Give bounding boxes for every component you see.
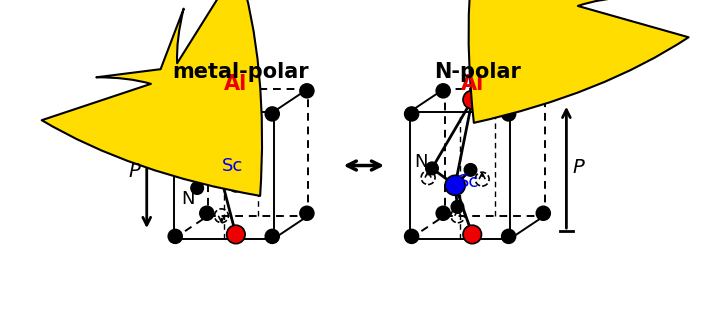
Text: P: P bbox=[573, 158, 584, 177]
Circle shape bbox=[226, 91, 245, 109]
Circle shape bbox=[300, 84, 314, 98]
Text: N: N bbox=[415, 153, 428, 171]
Circle shape bbox=[226, 225, 245, 244]
Circle shape bbox=[300, 206, 314, 220]
Circle shape bbox=[215, 140, 227, 152]
Text: Al: Al bbox=[461, 74, 484, 94]
Circle shape bbox=[445, 175, 465, 195]
Circle shape bbox=[502, 107, 515, 121]
Circle shape bbox=[436, 206, 450, 220]
Circle shape bbox=[209, 159, 229, 179]
Text: Al: Al bbox=[224, 74, 248, 94]
Circle shape bbox=[426, 162, 438, 175]
Circle shape bbox=[200, 206, 214, 220]
Circle shape bbox=[168, 107, 182, 121]
Circle shape bbox=[229, 180, 242, 192]
Circle shape bbox=[536, 84, 550, 98]
Circle shape bbox=[436, 84, 450, 98]
Circle shape bbox=[536, 206, 550, 220]
Circle shape bbox=[463, 91, 481, 109]
Circle shape bbox=[266, 107, 279, 121]
Circle shape bbox=[502, 230, 515, 243]
Circle shape bbox=[191, 182, 203, 194]
Text: P: P bbox=[129, 162, 141, 181]
Text: N-polar: N-polar bbox=[434, 61, 521, 81]
Text: Sc: Sc bbox=[222, 157, 244, 175]
Circle shape bbox=[405, 230, 419, 243]
Text: N: N bbox=[181, 190, 195, 208]
Circle shape bbox=[266, 230, 279, 243]
Circle shape bbox=[200, 84, 214, 98]
Circle shape bbox=[463, 225, 481, 244]
Text: Sc: Sc bbox=[459, 173, 480, 191]
Circle shape bbox=[405, 107, 419, 121]
Text: metal-polar: metal-polar bbox=[173, 61, 310, 81]
Circle shape bbox=[168, 230, 182, 243]
Circle shape bbox=[452, 201, 464, 213]
Circle shape bbox=[464, 164, 476, 176]
